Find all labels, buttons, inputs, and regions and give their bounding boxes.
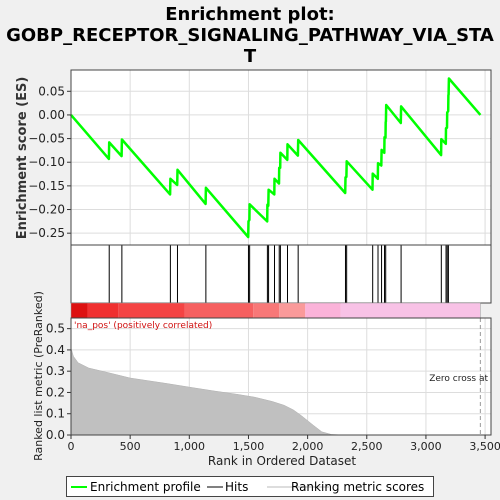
colorbar-band-0 bbox=[71, 303, 88, 318]
xtick-label-3: 1,500 bbox=[233, 440, 265, 453]
legend-hits-label: Hits bbox=[225, 480, 248, 494]
legend-enrichment-label: Enrichment profile bbox=[90, 480, 201, 494]
es-ytick-label-3: −0.10 bbox=[28, 155, 65, 169]
metric-panel: 0.0 0.1 0.2 0.3 0.4 0.5 Zero cross at 'na_pos' … bbox=[46, 318, 500, 453]
es-ytick-label-0: 0.05 bbox=[38, 84, 65, 98]
chart-subtitle-line-2: T bbox=[244, 46, 257, 67]
colorbar-band-3 bbox=[185, 303, 254, 318]
hits-panel bbox=[71, 245, 491, 303]
xtick-label-2: 1,000 bbox=[174, 440, 206, 453]
colorbar-band-7 bbox=[341, 303, 481, 318]
rank-colorbar bbox=[71, 303, 480, 318]
chart-title: Enrichment plot: bbox=[165, 4, 335, 25]
metric-ytick-label-0: 0.0 bbox=[46, 428, 65, 442]
metric-ytick-label-5: 0.5 bbox=[46, 322, 65, 336]
hits-background bbox=[71, 245, 491, 303]
colorbar-band-1 bbox=[88, 303, 119, 318]
y-axis-label-metric: Ranked list metric (PreRanked) bbox=[32, 291, 45, 461]
xtick-label-1: 500 bbox=[120, 440, 141, 453]
metric-ytick-label-3: 0.3 bbox=[46, 364, 65, 378]
xtick-label-5: 2,500 bbox=[351, 440, 383, 453]
metric-ytick-label-4: 0.4 bbox=[46, 343, 65, 357]
colorbar-band-6 bbox=[305, 303, 340, 318]
zero-cross-label: Zero cross at bbox=[429, 374, 488, 384]
y-axis-label-es: Enrichment score (ES) bbox=[15, 77, 30, 240]
es-ytick-label-4: −0.15 bbox=[28, 179, 65, 193]
xtick-label-6: 3,000 bbox=[410, 440, 442, 453]
legend: Enrichment profile Hits Ranking metric s… bbox=[66, 476, 434, 497]
metric-ytick-label-1: 0.1 bbox=[46, 407, 65, 421]
chart-subtitle-line-1: GOBP_RECEPTOR_SIGNALING_PATHWAY_VIA_STA bbox=[6, 25, 494, 46]
colorbar-band-2 bbox=[118, 303, 184, 318]
x-axis-label: Rank in Ordered Dataset bbox=[208, 454, 356, 468]
es-panel: 0.05 0.00 −0.05 −0.10 −0.15 −0.20 −0.25 bbox=[28, 70, 491, 245]
xtick-label-7: 3,500 bbox=[469, 440, 500, 453]
na-pos-label: 'na_pos' (positively correlated) bbox=[74, 321, 212, 331]
es-ytick-label-5: −0.20 bbox=[28, 203, 65, 217]
legend-metric-label: Ranking metric scores bbox=[291, 480, 424, 494]
xtick-label-0: 0 bbox=[68, 440, 75, 453]
metric-ytick-label-2: 0.2 bbox=[46, 385, 65, 399]
es-ytick-label-6: −0.25 bbox=[28, 226, 65, 240]
es-ytick-label-1: 0.00 bbox=[38, 108, 65, 122]
xtick-label-4: 2,000 bbox=[292, 440, 324, 453]
colorbar-band-4 bbox=[253, 303, 279, 318]
colorbar-band-5 bbox=[279, 303, 305, 318]
es-ytick-label-2: −0.05 bbox=[28, 132, 65, 146]
